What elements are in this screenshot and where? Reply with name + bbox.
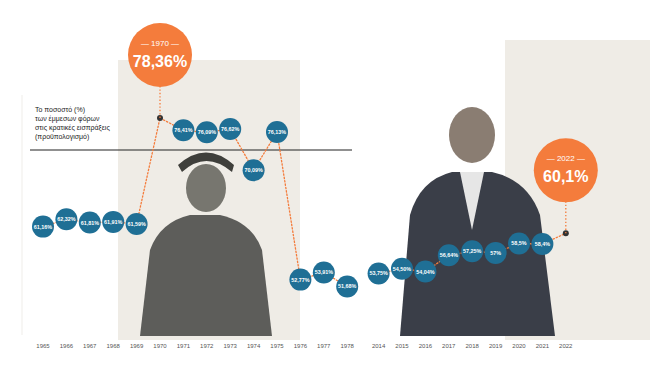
- data-label: 58,4%: [535, 241, 550, 247]
- callout-bubble: [128, 23, 192, 87]
- x-tick-label: 2018: [466, 343, 480, 349]
- point: [266, 121, 288, 143]
- point: [531, 233, 553, 255]
- rule: [30, 149, 352, 150]
- title-line: Το ποσοστό (%): [35, 106, 85, 114]
- point: [461, 240, 483, 262]
- callout-year: — 2022 —: [547, 154, 585, 163]
- x-tick-label: 1976: [294, 343, 308, 349]
- data-label: 61,81%: [81, 220, 99, 226]
- x-tick-label: 1966: [60, 343, 74, 349]
- point: [219, 118, 241, 140]
- data-label: 52,77%: [291, 277, 309, 283]
- point: [289, 269, 311, 291]
- point: [32, 216, 54, 238]
- data-label: 56,64%: [440, 252, 458, 258]
- point: [508, 232, 530, 254]
- plot-area: [32, 115, 569, 298]
- data-label: 70,09%: [244, 167, 262, 173]
- x-tick-label: 1972: [200, 343, 214, 349]
- chart: Το ποσοστό (%)των έμμεσων φόρωνστις κρατ…: [0, 0, 650, 390]
- x-tick-label: 1965: [36, 343, 50, 349]
- point: [391, 258, 413, 280]
- title-line: των έμμεσων φόρων: [35, 115, 100, 123]
- x-tick-label: 2021: [536, 343, 550, 349]
- x-tick-label: 1970: [153, 343, 167, 349]
- y-axis-line: [22, 95, 23, 335]
- silhouette-body: [400, 172, 555, 336]
- callout-value: 78,36%: [133, 53, 187, 70]
- data-label: 61,16%: [34, 224, 52, 230]
- x-tick-label: 2016: [419, 343, 433, 349]
- point: [485, 242, 507, 264]
- x-tick-label: 1968: [107, 343, 121, 349]
- data-label: 76,09%: [198, 129, 216, 135]
- x-tick-label: 2019: [489, 343, 503, 349]
- data-label: 61,59%: [127, 221, 145, 227]
- title-line: (προϋπολογισμό): [35, 133, 89, 141]
- data-label: 57,25%: [463, 248, 481, 254]
- labels: 61,16% 62,32% 61,81% 61,91% 61,59% 76,41% 76,0…: [34, 126, 550, 290]
- silhouette-head: [449, 107, 495, 163]
- point: [438, 244, 460, 266]
- line: [43, 118, 347, 287]
- point: [313, 261, 335, 283]
- data-label: 53,75%: [369, 270, 387, 276]
- point: [368, 262, 390, 284]
- x-tick-label: 1978: [341, 343, 355, 349]
- callout: — 2022 — 60,1%: [534, 138, 598, 233]
- point: [336, 275, 358, 297]
- x-tick-label: 2014: [372, 343, 386, 349]
- silhouette-cap: [178, 153, 234, 173]
- title-text: Το ποσοστό (%)των έμμεσων φόρωνστις κρατ…: [35, 106, 110, 141]
- x-tick-label: 1975: [270, 343, 284, 349]
- point: [126, 213, 148, 235]
- x-tick-label: 2015: [395, 343, 409, 349]
- data-label: 76,41%: [174, 127, 192, 133]
- data-label: 58,5%: [511, 240, 526, 246]
- x-tick-label: 2017: [442, 343, 456, 349]
- point: [414, 261, 436, 283]
- silhouette-head: [186, 164, 226, 212]
- x-tick-label: 2020: [512, 343, 526, 349]
- point: [79, 212, 101, 234]
- data-label: 62,32%: [57, 216, 75, 222]
- callout-year: — 1970 —: [141, 39, 179, 48]
- title-line: στις κρατικές εισπράξεις: [35, 124, 110, 132]
- point: [196, 121, 218, 143]
- x-axis: 1965 1966 1967 1968 1969 1970 1971 1972 1973 1974…: [36, 343, 573, 349]
- photo-placeholder: [400, 107, 555, 336]
- x-tick-label: 1977: [317, 343, 331, 349]
- x-tick-label: 1967: [83, 343, 97, 349]
- data-label: 61,91%: [104, 219, 122, 225]
- point: [102, 211, 124, 233]
- data-label: 76,62%: [221, 126, 239, 132]
- callout-bubble: [534, 138, 598, 202]
- callout: — 1970 — 78,36%: [128, 23, 192, 118]
- x-tick-label: 1969: [130, 343, 144, 349]
- data-label: 51,68%: [338, 283, 356, 289]
- data-label: 54,04%: [416, 269, 434, 275]
- x-tick-label: 1973: [224, 343, 238, 349]
- silhouette-body: [140, 215, 272, 336]
- data-label: 54,50%: [393, 266, 411, 272]
- point: [55, 208, 77, 230]
- point: [172, 119, 194, 141]
- title: Το ποσοστό (%)των έμμεσων φόρωνστις κρατ…: [35, 106, 110, 141]
- callout-value: 60,1%: [543, 168, 588, 185]
- x-tick-label: 1974: [247, 343, 261, 349]
- x-tick-label: 2022: [559, 343, 573, 349]
- silhouette-shirt: [460, 172, 484, 230]
- data-label: 53,91%: [315, 269, 333, 275]
- data-label: 76,13%: [268, 129, 286, 135]
- data-label: 57%: [490, 250, 501, 256]
- line: [379, 233, 566, 273]
- photo-panel: [118, 60, 300, 340]
- point: [243, 159, 265, 181]
- x-tick-label: 1971: [177, 343, 191, 349]
- photo-placeholder: [140, 153, 272, 337]
